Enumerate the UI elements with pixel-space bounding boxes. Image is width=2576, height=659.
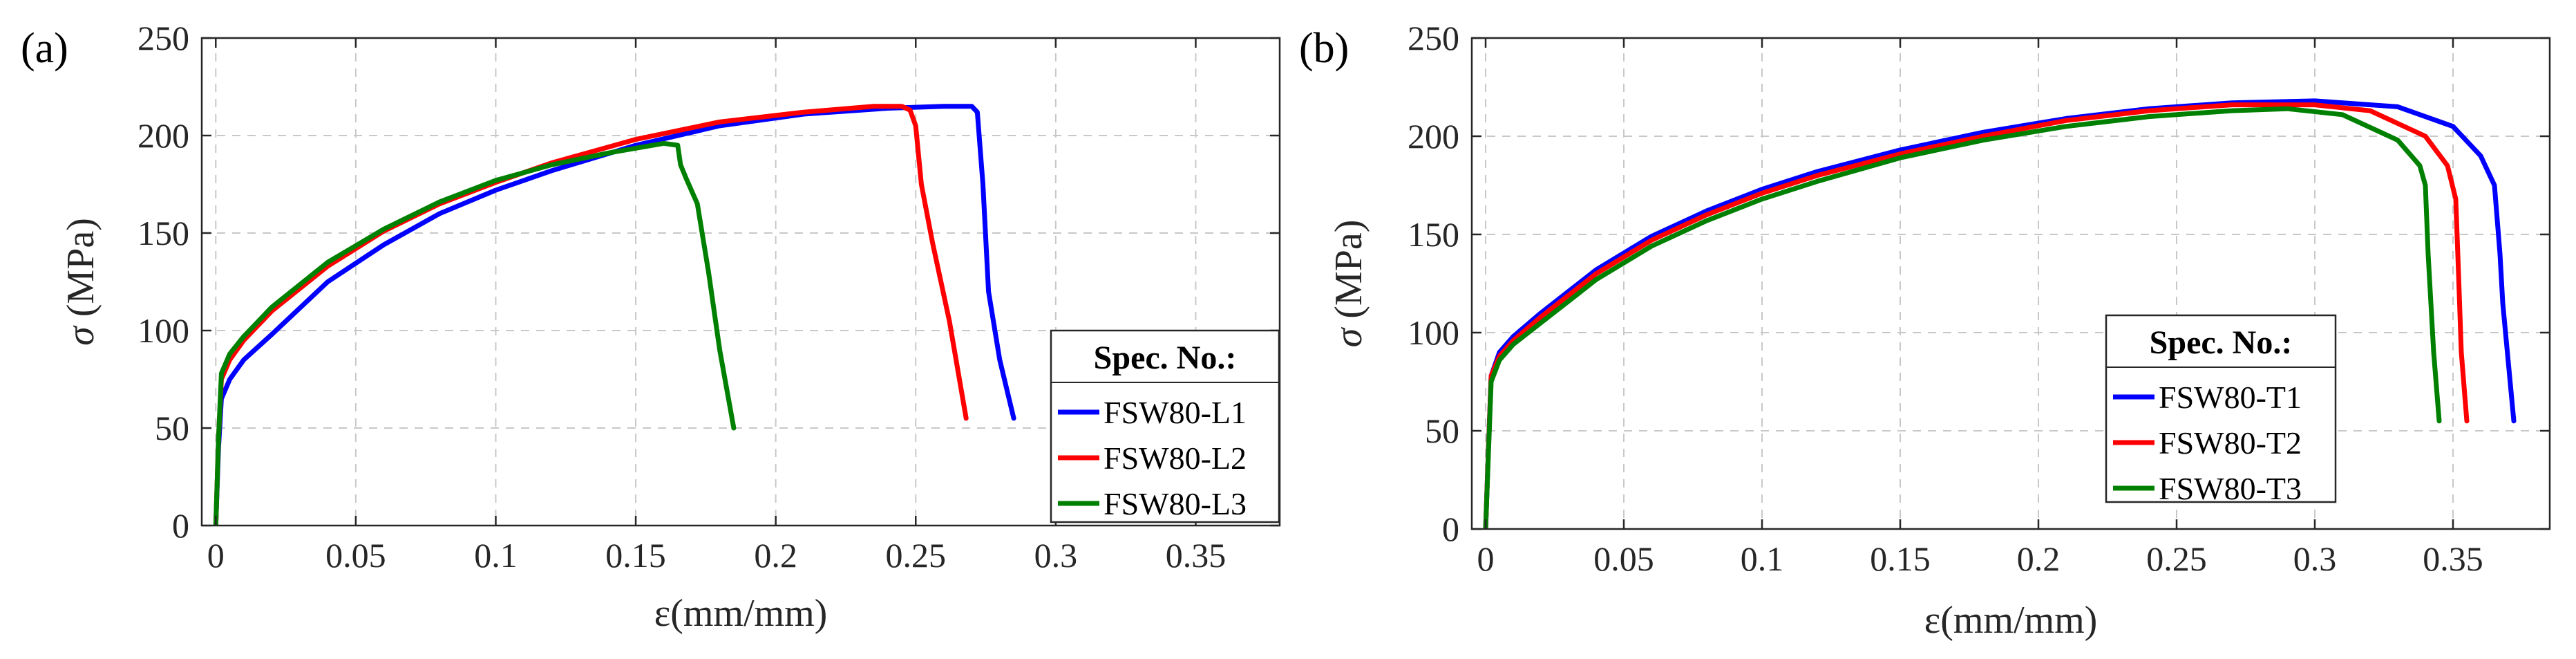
series-group	[213, 104, 1016, 526]
legend-entry-fsw80-t1: FSW80-T1	[2159, 380, 2302, 415]
y-axis-unit: (MPa)	[1327, 220, 1370, 319]
legend-box	[1050, 329, 1280, 523]
y-tick-label: 200	[1408, 117, 1459, 156]
y-tick-label: 50	[155, 409, 189, 447]
series-line-fsw80-l2	[213, 104, 969, 526]
x-tick-label: 0.3	[2293, 539, 2337, 578]
y-axis-symbol: σ	[59, 325, 102, 346]
axes-frame	[1470, 37, 2551, 530]
series-line-fsw80-t3	[1483, 106, 2442, 529]
x-tick-label: 0.1	[1741, 539, 1784, 578]
legend-entry-fsw80-l3: FSW80-L3	[1104, 486, 1247, 521]
legend: Spec. No.: FSW80-L1 FSW80-L2 FSW80-L3	[1050, 329, 1280, 523]
legend-entry-fsw80-t2: FSW80-T2	[2159, 425, 2302, 461]
legend: Spec. No.: FSW80-T1 FSW80-T2 FSW80-T3	[2105, 314, 2337, 506]
x-tick-label: 0.15	[1870, 539, 1931, 578]
y-axis-unit: (MPa)	[59, 218, 102, 317]
x-tick-label: 0.25	[2146, 539, 2207, 578]
y-axis-space	[1327, 319, 1370, 328]
y-axis-label: σ (MPa)	[1327, 220, 1370, 348]
x-tick-label: 0.35	[2423, 539, 2483, 578]
legend-entry-fsw80-l1: FSW80-L1	[1104, 395, 1247, 430]
x-tick-label: 0.2	[2017, 539, 2061, 578]
y-tick-label: 150	[138, 214, 189, 252]
y-tick-label: 50	[1425, 411, 1459, 450]
y-tick-label: 100	[1408, 313, 1459, 352]
y-tick-label: 250	[138, 19, 189, 57]
legend-title: Spec. No.:	[2150, 324, 2293, 361]
legend-box	[2105, 314, 2337, 503]
x-tick-label: 0	[1477, 539, 1495, 578]
x-tick-label: 0.1	[474, 536, 518, 575]
series-line-fsw80-l1	[213, 104, 1016, 526]
x-axis-label: ε(mm/mm)	[654, 592, 828, 635]
panel-label: (a)	[21, 25, 68, 72]
axes-frame	[200, 37, 1281, 527]
x-tick-label: 0.25	[885, 536, 946, 575]
y-tick-label: 0	[172, 506, 189, 545]
x-tick-label: 0	[207, 536, 225, 575]
legend-entry-fsw80-t3: FSW80-T3	[2159, 471, 2302, 506]
x-axis-label: ε(mm/mm)	[1924, 599, 2098, 642]
y-tick-label: 200	[138, 116, 189, 155]
x-tick-label: 0.15	[605, 536, 666, 575]
panel-label: (b)	[1299, 25, 1349, 72]
y-axis-symbol: σ	[1327, 326, 1370, 347]
series-group	[1483, 98, 2517, 529]
series-line-fsw80-t1	[1483, 98, 2517, 529]
y-tick-label: 100	[138, 311, 189, 350]
x-tick-label: 0.35	[1166, 536, 1227, 575]
x-tick-label: 0.05	[1593, 539, 1654, 578]
legend-entry-fsw80-l2: FSW80-L2	[1104, 440, 1247, 476]
y-axis-space	[59, 317, 102, 326]
x-tick-label: 0.3	[1034, 536, 1078, 575]
x-tick-label: 0.05	[325, 536, 386, 575]
chart-panel-b: (b) 0 0.05 0.1 0.15 0.2 0.25 0.3 0.35 0 50 100 150 20…	[1299, 19, 2551, 642]
series-line-fsw80-t2	[1483, 102, 2470, 529]
x-tick-label: 0.2	[754, 536, 797, 575]
series-line-fsw80-l3	[213, 140, 737, 526]
y-tick-label: 250	[1408, 19, 1459, 57]
chart-panel-a: (a) 0 0.05 0.1 0.15 0.2 0.25 0.3 0.35 0 50 100 150 20…	[21, 19, 1281, 635]
y-axis-label: σ (MPa)	[59, 218, 102, 346]
legend-title: Spec. No.:	[1094, 340, 1237, 376]
y-tick-label: 150	[1408, 215, 1459, 254]
y-tick-label: 0	[1442, 510, 1459, 548]
